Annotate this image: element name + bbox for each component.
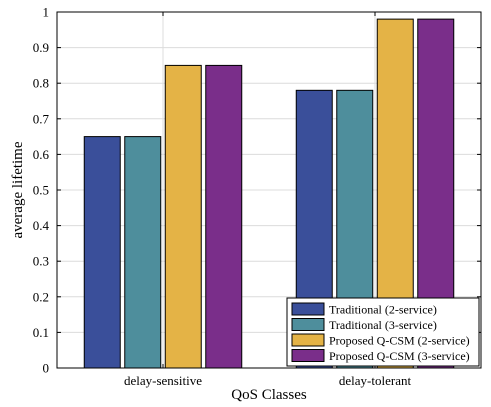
x-tick-label: delay-sensitive — [124, 373, 202, 388]
bar-4-delay-sensitive — [205, 64, 243, 369]
bar-3-delay-sensitive — [164, 64, 202, 369]
bar-1-delay-sensitive — [83, 136, 121, 369]
y-tick-label: 0.8 — [33, 76, 49, 91]
y-axis-ticks: 0 0.1 0.2 0.3 0.4 0.5 0.6 0.7 0.8 0.9 1 — [33, 5, 481, 376]
y-tick-label: 0 — [43, 361, 50, 376]
y-tick-label: 0.4 — [33, 218, 50, 233]
y-tick-label: 0.2 — [33, 289, 49, 304]
legend-swatch — [291, 318, 325, 331]
x-tick-label: delay-tolerant — [339, 373, 412, 388]
legend-label: Proposed Q-CSM (3-service) — [329, 349, 470, 363]
y-axis-title: average lifetime — [10, 141, 26, 238]
legend-label: Proposed Q-CSM (2-service) — [329, 334, 470, 348]
legend-label: Traditional (2-service) — [329, 303, 437, 317]
y-tick-label: 1 — [43, 5, 50, 20]
legend-swatch — [291, 349, 325, 362]
y-tick-label: 0.5 — [33, 183, 49, 198]
y-tick-label: 0.7 — [33, 111, 50, 126]
legend-label: Traditional (3-service) — [329, 318, 437, 332]
legend-swatch — [291, 302, 325, 316]
legend: Traditional (2-service)Traditional (3-se… — [286, 297, 480, 367]
y-tick-label: 0.9 — [33, 40, 49, 55]
x-axis-title: QoS Classes — [231, 387, 307, 403]
y-tick-label: 0.3 — [33, 254, 49, 269]
bar-2-delay-sensitive — [124, 136, 162, 369]
legend-swatch — [291, 333, 325, 347]
x-axis-ticks: delay-sensitive delay-tolerant — [124, 12, 411, 388]
y-tick-label: 0.6 — [33, 147, 50, 162]
y-tick-label: 0.1 — [33, 325, 49, 340]
